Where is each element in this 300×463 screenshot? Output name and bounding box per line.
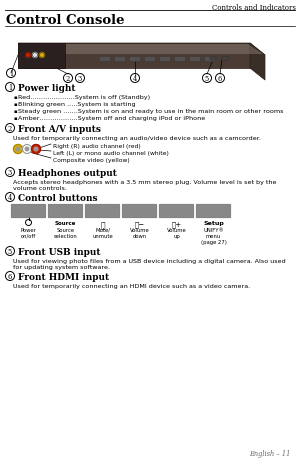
Text: ▪: ▪: [13, 95, 16, 100]
Text: ▪: ▪: [13, 102, 16, 107]
Text: Used for temporarily connecting an audio/video device such as a camcorder.: Used for temporarily connecting an audio…: [13, 136, 261, 141]
Text: Accepts stereo headphones with a 3.5 mm stereo plug. Volume level is set by the
: Accepts stereo headphones with a 3.5 mm …: [13, 180, 277, 190]
Text: Front USB input: Front USB input: [18, 247, 100, 257]
FancyBboxPatch shape: [210, 58, 216, 61]
Text: ▪: ▪: [13, 116, 16, 121]
FancyBboxPatch shape: [85, 205, 120, 219]
Circle shape: [34, 148, 38, 151]
Polygon shape: [18, 44, 265, 56]
FancyBboxPatch shape: [11, 205, 46, 219]
Polygon shape: [20, 45, 263, 55]
FancyBboxPatch shape: [196, 205, 231, 219]
Text: 6: 6: [8, 272, 12, 281]
Circle shape: [16, 148, 20, 151]
Circle shape: [14, 145, 22, 154]
Text: Control buttons: Control buttons: [18, 194, 98, 203]
Text: Source
selection: Source selection: [54, 227, 77, 238]
Text: Power light: Power light: [18, 84, 76, 93]
Circle shape: [22, 145, 32, 154]
FancyBboxPatch shape: [115, 57, 125, 63]
Text: Mute/
unmute: Mute/ unmute: [92, 227, 113, 238]
FancyBboxPatch shape: [222, 58, 228, 61]
Text: Volume
down: Volume down: [130, 227, 149, 238]
Circle shape: [25, 148, 29, 151]
FancyBboxPatch shape: [160, 57, 170, 63]
Text: 4: 4: [8, 194, 12, 201]
Text: Front A/V inputs: Front A/V inputs: [18, 125, 101, 134]
FancyBboxPatch shape: [122, 205, 157, 219]
Text: 6: 6: [218, 75, 222, 83]
Polygon shape: [18, 44, 250, 69]
Text: 5: 5: [205, 75, 209, 83]
Text: 5: 5: [8, 247, 12, 256]
Text: 1: 1: [8, 84, 12, 92]
Circle shape: [32, 53, 38, 58]
FancyBboxPatch shape: [100, 57, 110, 63]
Text: 🔇: 🔇: [100, 220, 105, 230]
Text: English – 11: English – 11: [249, 449, 290, 457]
Text: Headphones output: Headphones output: [18, 169, 117, 178]
Text: 1: 1: [9, 70, 13, 78]
FancyBboxPatch shape: [190, 57, 200, 63]
Text: Red…………………System is off (Standby): Red…………………System is off (Standby): [18, 95, 150, 100]
Text: 🔉+: 🔉+: [171, 220, 182, 227]
FancyBboxPatch shape: [48, 205, 83, 219]
Text: Front HDMI input: Front HDMI input: [18, 272, 109, 282]
Text: Setup: Setup: [203, 220, 224, 225]
Text: Amber………………System off and charging iPod or iPhone: Amber………………System off and charging iPod …: [18, 116, 205, 121]
Text: Used for temporarily connecting an HDMI device such as a video camera.: Used for temporarily connecting an HDMI …: [13, 283, 250, 288]
FancyBboxPatch shape: [175, 57, 185, 63]
Text: Blinking green …..System is starting: Blinking green …..System is starting: [18, 102, 136, 107]
Text: Composite video (yellow): Composite video (yellow): [53, 158, 130, 163]
Text: Used for viewing photo files from a USB device including a digital camera. Also : Used for viewing photo files from a USB …: [13, 258, 286, 269]
Polygon shape: [18, 44, 65, 69]
Text: Left (L) or mono audio channel (white): Left (L) or mono audio channel (white): [53, 150, 169, 156]
Text: Control Console: Control Console: [6, 14, 124, 27]
Polygon shape: [250, 44, 265, 81]
Circle shape: [40, 53, 44, 58]
FancyBboxPatch shape: [159, 205, 194, 219]
Text: UNIFY®
menu
(page 27): UNIFY® menu (page 27): [201, 227, 226, 244]
Text: ▪: ▪: [13, 109, 16, 114]
Text: 3: 3: [8, 169, 12, 176]
Text: 3: 3: [78, 75, 82, 83]
Text: Power
on/off: Power on/off: [21, 227, 36, 238]
Text: 4: 4: [133, 75, 137, 83]
Text: 2: 2: [8, 125, 12, 133]
Circle shape: [32, 145, 40, 154]
Text: 2: 2: [66, 75, 70, 83]
Text: Volume
up: Volume up: [167, 227, 186, 238]
FancyBboxPatch shape: [130, 57, 140, 63]
Text: 🔈−: 🔈−: [134, 220, 145, 227]
FancyBboxPatch shape: [145, 57, 155, 63]
Text: Controls and Indicators: Controls and Indicators: [212, 4, 296, 12]
FancyBboxPatch shape: [205, 57, 215, 63]
Circle shape: [26, 53, 31, 58]
Text: Steady green …….System is on and ready to use in the main room or other rooms: Steady green …….System is on and ready t…: [18, 109, 284, 114]
Text: Right (R) audio channel (red): Right (R) audio channel (red): [53, 144, 141, 149]
Text: Source: Source: [55, 220, 76, 225]
